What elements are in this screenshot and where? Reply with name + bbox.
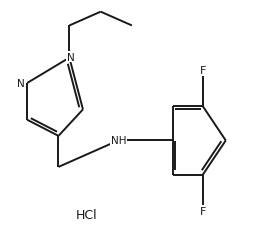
- Text: NH: NH: [111, 136, 126, 146]
- Text: N: N: [17, 79, 24, 89]
- Text: HCl: HCl: [76, 208, 98, 221]
- Text: F: F: [199, 66, 206, 76]
- Text: N: N: [67, 52, 75, 62]
- Text: F: F: [199, 206, 206, 216]
